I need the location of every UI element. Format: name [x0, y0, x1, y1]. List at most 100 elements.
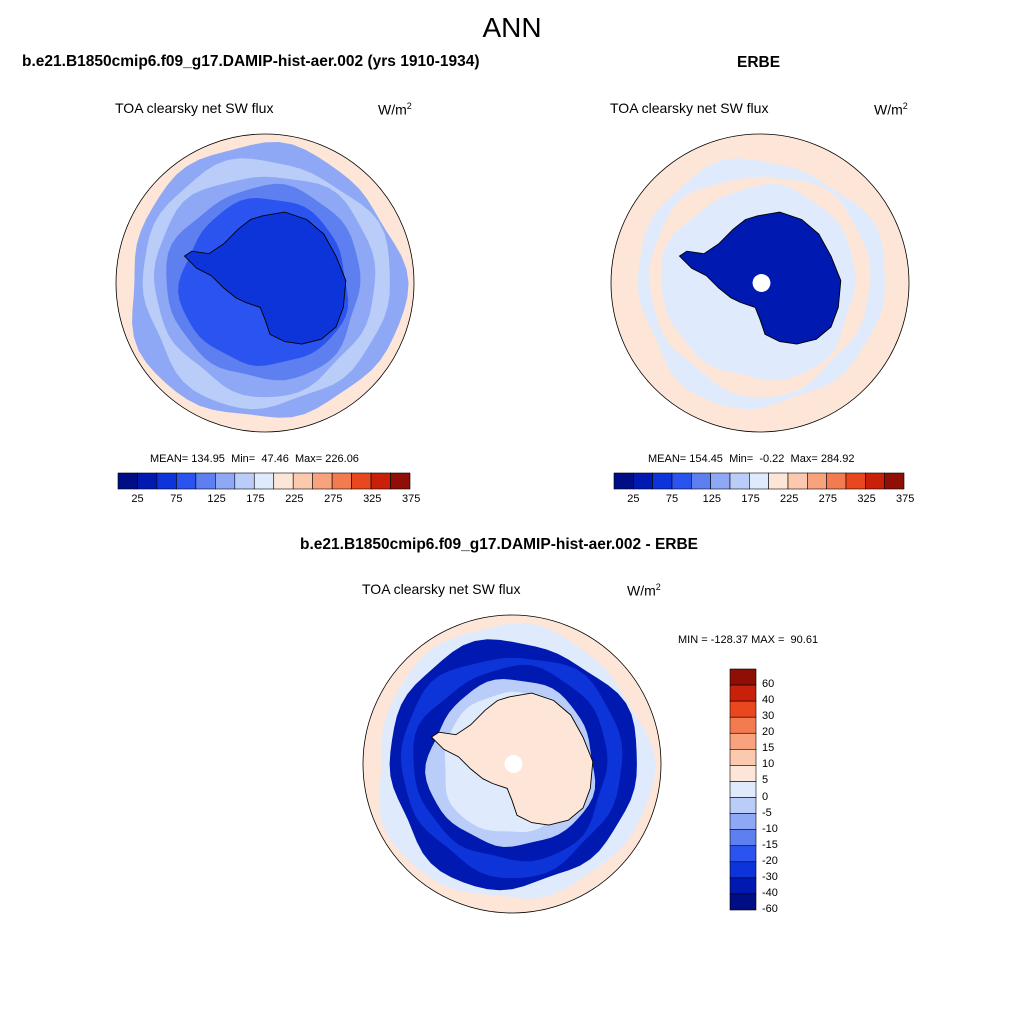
- colorbar-tick-label: -40: [762, 886, 778, 899]
- colorbar-swatch: [671, 472, 692, 490]
- colorbar-swatch: [884, 472, 905, 490]
- colorbar-tick-label: 75: [170, 493, 183, 505]
- colorbar-swatch: [787, 472, 808, 490]
- obs-stats: MEAN= 154.45 Min= -0.22 Max= 284.92: [648, 453, 855, 465]
- pole-missing-data: [752, 274, 771, 292]
- colorbar-swatch: [331, 472, 352, 490]
- colorbar-swatch: [370, 472, 391, 490]
- colorbar-tick-label: 325: [857, 493, 876, 505]
- diff-case-title: b.e21.B1850cmip6.f09_g17.DAMIP-hist-aer.…: [300, 536, 699, 553]
- diff-colorbar-ticks: 60 40 30 20 15 10 5 0 -5 -10 -15 -20 -30 -40 -60: [762, 669, 802, 915]
- colorbar-swatch: [273, 472, 294, 490]
- diff-max-value: 90.61: [790, 634, 819, 646]
- colorbar-tick-label: 375: [896, 493, 915, 505]
- model-min-value: 47.46: [261, 453, 289, 465]
- colorbar-tick-label: 375: [402, 493, 421, 505]
- colorbar-swatch: [729, 861, 757, 879]
- diff-units-label: W/m2: [627, 582, 661, 599]
- model-variable-label: TOA clearsky net SW flux: [115, 100, 274, 116]
- obs-case-title: ERBE: [737, 54, 781, 71]
- coastline: [678, 211, 842, 345]
- colorbar-swatch: [807, 472, 827, 490]
- colorbar-swatch: [729, 829, 757, 847]
- main-title: ANN: [482, 12, 542, 43]
- obs-variable-label: TOA clearsky net SW flux: [610, 100, 769, 116]
- diff-min-value: -128.37: [710, 634, 749, 646]
- colorbar-tick-label: 125: [207, 493, 226, 505]
- colorbar-swatch: [710, 472, 731, 490]
- colorbar-swatch: [176, 472, 197, 490]
- colorbar-tick-label: 5: [762, 774, 769, 787]
- colorbar-tick-label: 40: [762, 694, 775, 707]
- colorbar-swatch: [749, 472, 769, 490]
- colorbar-swatch: [652, 472, 673, 490]
- map-border: [115, 133, 415, 433]
- colorbar-swatch: [312, 472, 333, 490]
- model-stats: MEAN= 134.95 Min= 47.46 Max= 226.06: [150, 453, 359, 465]
- colorbar-tick-label: 25: [131, 493, 144, 505]
- diff-stats: MIN = -128.37 MAX = 90.61: [678, 634, 819, 646]
- colorbar-tick-label: 0: [762, 790, 769, 803]
- colorbar-tick-label: 325: [363, 493, 382, 505]
- colorbar-tick-label: 275: [324, 493, 343, 505]
- colorbar-swatch: [768, 472, 789, 490]
- colorbar-swatch: [845, 472, 866, 490]
- colorbar-swatch: [729, 781, 757, 798]
- colorbar-swatch: [729, 472, 750, 490]
- colorbar-tick-label: 275: [818, 493, 838, 505]
- obs-max-value: 284.92: [820, 453, 855, 465]
- model-colorbar: [117, 472, 411, 490]
- colorbar-swatch: [156, 472, 177, 490]
- obs-min-value: -0.22: [759, 453, 785, 465]
- colorbar-swatch: [865, 472, 885, 490]
- colorbar-swatch: [729, 668, 757, 686]
- obs-mean-value: 154.45: [689, 453, 723, 465]
- colorbar-swatch: [215, 472, 236, 490]
- colorbar-tick-label: 10: [762, 758, 775, 771]
- colorbar-tick-label: 25: [627, 493, 640, 505]
- colorbar-tick-label: 125: [702, 493, 722, 505]
- colorbar-tick-label: -15: [762, 838, 778, 851]
- colorbar-swatch: [729, 749, 757, 766]
- coastline: [183, 211, 347, 345]
- obs-polar-map: [610, 133, 910, 433]
- model-colorbar-ticks: 25 75 125 175 225 275 325 375: [118, 493, 420, 507]
- colorbar-swatch: [253, 472, 275, 490]
- colorbar-tick-label: 175: [741, 493, 760, 505]
- colorbar-swatch: [826, 472, 847, 490]
- colorbar-swatch: [729, 732, 757, 750]
- obs-colorbar: [613, 472, 905, 490]
- pole-missing-data: [504, 755, 523, 773]
- model-polar-map: [115, 133, 415, 433]
- colorbar-tick-label: 225: [780, 493, 799, 505]
- colorbar-swatch: [729, 877, 757, 895]
- colorbar-tick-label: 75: [665, 493, 679, 505]
- diff-colorbar: [729, 668, 757, 911]
- colorbar-swatch: [292, 472, 313, 490]
- colorbar-tick-label: 30: [762, 710, 775, 723]
- colorbar-swatch: [729, 765, 757, 782]
- colorbar-swatch: [729, 700, 757, 718]
- colorbar-swatch: [729, 797, 757, 814]
- model-case-title: b.e21.B1850cmip6.f09_g17.DAMIP-hist-aer.…: [22, 53, 480, 70]
- colorbar-tick-label: -60: [762, 903, 778, 915]
- model-mean-value: 134.95: [191, 453, 225, 465]
- colorbar-swatch: [351, 472, 372, 490]
- colorbar-tick-label: -20: [762, 854, 778, 867]
- model-max-value: 226.06: [325, 453, 359, 465]
- colorbar-swatch: [729, 813, 757, 830]
- model-units-label: W/m2: [378, 101, 412, 118]
- colorbar-tick-label: 225: [285, 493, 304, 505]
- colorbar-swatch: [729, 716, 757, 734]
- colorbar-tick-label: -5: [762, 806, 772, 819]
- colorbar-swatch: [613, 472, 634, 490]
- colorbar-swatch: [137, 472, 158, 490]
- colorbar-swatch: [691, 472, 711, 490]
- diff-polar-map: [362, 614, 662, 914]
- map-border: [610, 133, 910, 433]
- colorbar-swatch: [117, 472, 138, 490]
- colorbar-swatch: [729, 893, 757, 911]
- map-border: [362, 614, 662, 914]
- coastline: [430, 692, 594, 826]
- colorbar-swatch: [390, 472, 411, 490]
